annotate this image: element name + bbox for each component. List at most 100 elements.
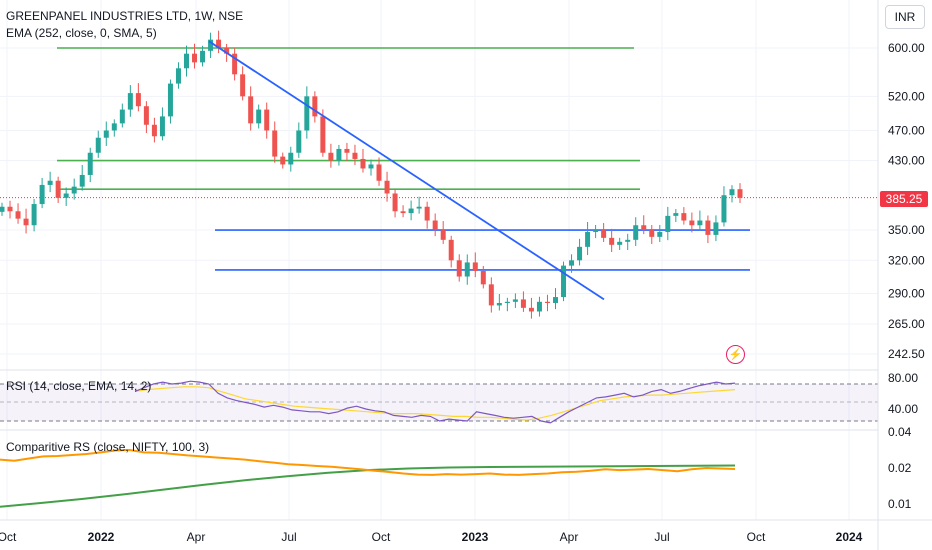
candle-body [167, 83, 173, 117]
candle-body [224, 48, 230, 54]
rsi-pane [0, 380, 878, 424]
candle-body [264, 109, 270, 131]
candle-body [416, 206, 422, 209]
candle-body [536, 301, 542, 312]
price-tick: 430.00 [888, 154, 925, 168]
candle-body [472, 262, 478, 272]
crs-legend[interactable]: Comparitive RS (close, NIFTY, 100, 3) [6, 440, 210, 454]
candle-body [360, 158, 366, 169]
candle-body [705, 220, 711, 235]
price-axis[interactable]: 600.00 520.00 470.00 430.00 350.00 320.00 290.… [877, 0, 925, 550]
candle-body [448, 239, 454, 261]
lightning-icon[interactable]: ⚡ [726, 345, 745, 364]
candle-body [95, 137, 101, 153]
candle-body [344, 148, 350, 153]
last-price-tag: 385.25 [880, 191, 928, 207]
candle-body [0, 206, 5, 212]
candle-body [135, 93, 141, 107]
crs-tick: 0.01 [888, 497, 912, 511]
candle-body [520, 299, 526, 308]
candle-body [456, 260, 462, 277]
candle-body [721, 195, 727, 223]
candle-body [593, 230, 599, 232]
crs-tick: 0.02 [888, 461, 912, 475]
candle-body [368, 164, 374, 169]
candle-body [175, 68, 181, 84]
candle-body [617, 241, 623, 245]
crs-tick: 0.04 [888, 425, 912, 439]
candle-body [248, 96, 254, 124]
candle-body [544, 301, 550, 304]
candle-body [200, 50, 206, 63]
price-tick: 290.00 [888, 287, 925, 301]
rsi-legend[interactable]: RSI (14, close, EMA, 14, 2) [6, 379, 152, 393]
candle-body [641, 225, 647, 231]
time-tick: Oct [0, 530, 17, 544]
candle-body [143, 106, 149, 125]
candle-body [673, 213, 679, 216]
time-tick: Oct [747, 530, 766, 544]
rsi-tick: 40.00 [888, 402, 918, 416]
candle-body [184, 53, 189, 69]
candle-body [312, 96, 318, 117]
candle-body [681, 213, 687, 221]
time-tick: Jul [654, 530, 669, 544]
currency-button[interactable]: INR [885, 5, 925, 29]
candle-body [103, 130, 109, 138]
downtrend-line [208, 40, 605, 301]
candle-body [729, 189, 735, 196]
candle-body [464, 262, 470, 277]
candle-body [512, 299, 518, 302]
candle-body [288, 152, 294, 165]
rsi-line [134, 380, 736, 424]
time-tick: 2024 [836, 530, 863, 544]
price-tick: 520.00 [888, 89, 925, 103]
price-tick: 242.50 [888, 347, 925, 361]
candle-body [504, 301, 510, 304]
candle-body [240, 74, 246, 97]
candle-body [649, 230, 655, 237]
chart-title: GREENPANEL INDUSTRIES LTD, 1W, NSE [6, 9, 244, 23]
candle-body [697, 220, 703, 226]
candle-body [23, 218, 29, 226]
candle-body [633, 225, 639, 240]
candle-body [63, 193, 69, 198]
candle-body [7, 206, 13, 212]
candle-body [79, 174, 85, 187]
candle-body [320, 116, 326, 153]
candle-body [601, 230, 607, 238]
candle-body [424, 206, 430, 221]
time-tick: Jul [281, 530, 296, 544]
candle-body [208, 39, 214, 51]
candle-body [496, 303, 502, 306]
candle-body [561, 265, 567, 298]
price-tick: 470.00 [888, 123, 925, 137]
time-tick: Oct [372, 530, 391, 544]
candle-body [609, 237, 615, 245]
candle-body [87, 152, 93, 175]
candle-body [440, 230, 446, 240]
candle-body [376, 164, 382, 181]
candle-body [713, 222, 719, 235]
candle-body [488, 284, 494, 306]
candle-body [480, 271, 486, 285]
ema-legend[interactable]: EMA (252, close, 0, SMA, 5) [6, 26, 157, 40]
time-axis[interactable]: Oct 2022 Apr Jul Oct 2023 Apr Jul Oct 2024 [0, 530, 863, 544]
rsi-tick: 80.00 [888, 371, 918, 385]
candle-body [39, 184, 45, 205]
candle-body [192, 53, 198, 63]
candle-body [31, 204, 37, 226]
price-tick: 265.00 [888, 317, 925, 331]
candle-body [400, 211, 406, 214]
candle-body [151, 124, 157, 137]
candle-body [569, 260, 575, 266]
price-tick: 600.00 [888, 41, 925, 55]
candle-body [71, 186, 77, 194]
candle-body [392, 193, 398, 212]
candle-body [657, 231, 663, 237]
candle-body [665, 215, 671, 232]
candle-body [119, 109, 125, 124]
time-tick: Apr [187, 530, 206, 544]
candle-body [55, 180, 61, 198]
